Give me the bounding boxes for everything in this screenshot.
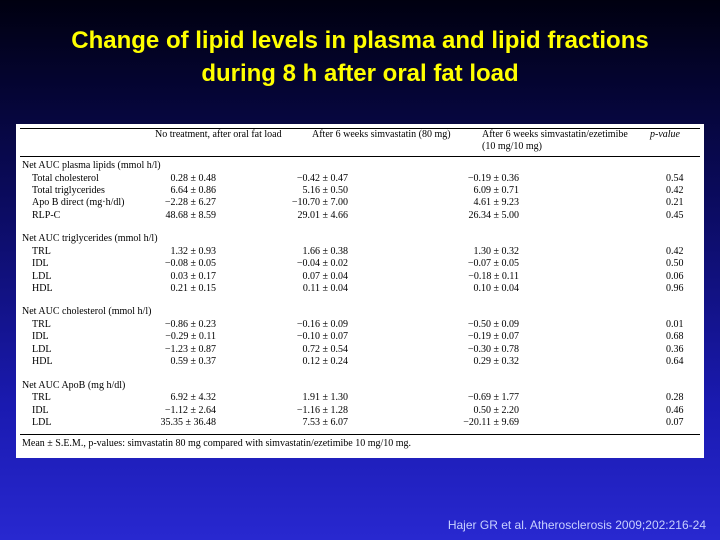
- row-label: RLP-C: [32, 209, 61, 221]
- cell: −1.12 ± 2.64: [164, 404, 216, 416]
- p-value: 0.01: [666, 319, 684, 330]
- row-label: Total cholesterol: [32, 172, 99, 184]
- cell: 1.66 ± 0.38: [302, 245, 349, 257]
- table-note: Mean ± S.E.M., p-values: simvastatin 80 …: [22, 438, 412, 450]
- column-header: After 6 weeks simvastatin/ezetimibe (10 …: [482, 129, 628, 152]
- cell: 5.16 ± 0.50: [302, 185, 349, 196]
- cell: −0.18 ± 0.11: [468, 270, 519, 282]
- cell: −2.28 ± 6.27: [164, 197, 216, 209]
- citation: Hajer GR et al. Atherosclerosis 2009;202…: [447, 518, 706, 532]
- column-header: No treatment, after oral fat load: [155, 129, 282, 140]
- cell: 0.28 ± 0.48: [170, 172, 217, 184]
- cell: −0.07 ± 0.05: [467, 258, 519, 270]
- p-value: 0.36: [666, 343, 684, 355]
- cell: 0.03 ± 0.17: [170, 270, 217, 282]
- cell: 1.30 ± 0.32: [473, 245, 520, 257]
- cell: 0.07 ± 0.04: [302, 270, 349, 282]
- cell: 7.53 ± 6.07: [302, 417, 349, 428]
- section-label: Net AUC plasma lipids (mmol h/l): [22, 160, 161, 171]
- p-value: 0.96: [666, 283, 684, 294]
- row-label: LDL: [32, 270, 52, 282]
- cell: 0.21 ± 0.15: [170, 283, 217, 294]
- cell: 0.10 ± 0.04: [473, 283, 520, 294]
- p-value: 0.50: [666, 258, 684, 270]
- cell: −0.04 ± 0.02: [296, 258, 348, 270]
- p-value: 0.45: [666, 209, 684, 221]
- cell: 1.91 ± 1.30: [302, 392, 349, 404]
- slide-title: Change of lipid levels in plasma and lip…: [71, 27, 649, 87]
- cell: 0.72 ± 0.54: [302, 343, 349, 355]
- p-value: 0.21: [666, 197, 684, 209]
- column-header: After 6 weeks simvastatin (80 mg): [312, 129, 451, 140]
- row-label: LDL: [32, 417, 52, 428]
- cell: −0.50 ± 0.09: [467, 319, 519, 330]
- cell: 1.32 ± 0.93: [170, 245, 217, 257]
- cell: −0.86 ± 0.23: [164, 319, 216, 330]
- row-label: HDL: [32, 356, 53, 368]
- row-label: LDL: [32, 343, 52, 355]
- cell: −0.30 ± 0.78: [467, 343, 519, 355]
- cell: −0.08 ± 0.05: [164, 258, 216, 270]
- section-label: Net AUC triglycerides (mmol h/l): [22, 233, 158, 245]
- p-value: 0.28: [666, 392, 684, 404]
- cell: −0.19 ± 0.07: [467, 331, 519, 343]
- p-value: 0.54: [666, 172, 684, 184]
- cell: 4.61 ± 9.23: [473, 197, 520, 209]
- cell: 48.68 ± 8.59: [165, 209, 217, 221]
- row-label: TRL: [32, 245, 51, 257]
- row-label: Total triglycerides: [32, 185, 105, 196]
- cell: −0.16 ± 0.09: [296, 319, 348, 330]
- cell: −0.19 ± 0.36: [467, 172, 519, 184]
- p-value: 0.64: [666, 356, 684, 368]
- p-value: 0.07: [666, 417, 684, 428]
- rule: [20, 156, 700, 157]
- cell: 6.64 ± 0.86: [170, 185, 217, 196]
- row-label: IDL: [32, 258, 49, 270]
- cell: 0.29 ± 0.32: [473, 356, 520, 368]
- cell: 0.50 ± 2.20: [473, 404, 520, 416]
- p-value: 0.46: [666, 404, 684, 416]
- row-label: HDL: [32, 283, 53, 294]
- cell: −1.23 ± 0.87: [164, 343, 216, 355]
- p-value: 0.06: [666, 270, 684, 282]
- cell: −10.70 ± 7.00: [291, 197, 348, 209]
- cell: 0.12 ± 0.24: [302, 356, 349, 368]
- cell: −20.11 ± 9.69: [463, 417, 519, 428]
- p-value: 0.42: [666, 185, 684, 196]
- row-label: TRL: [32, 319, 51, 330]
- cell: 35.35 ± 36.48: [160, 417, 217, 428]
- cell: −0.29 ± 0.11: [165, 331, 216, 343]
- cell: −0.10 ± 0.07: [296, 331, 348, 343]
- section-label: Net AUC cholesterol (mmol h/l): [22, 306, 152, 318]
- cell: 26.34 ± 5.00: [468, 209, 520, 221]
- row-label: IDL: [32, 331, 49, 343]
- data-table: No treatment, after oral fat load After 6…: [16, 124, 704, 458]
- row-label: IDL: [32, 404, 49, 416]
- row-label: TRL: [32, 392, 51, 404]
- rule: [20, 128, 700, 129]
- cell: −0.42 ± 0.47: [296, 172, 348, 184]
- section-label: Net AUC ApoB (mg h/dl): [22, 379, 126, 391]
- cell: 6.92 ± 4.32: [170, 392, 217, 404]
- cell: −1.16 ± 1.28: [296, 404, 348, 416]
- p-value: 0.42: [666, 245, 684, 257]
- rule: [20, 434, 700, 436]
- column-header: p-value: [650, 129, 680, 140]
- cell: 0.59 ± 0.37: [170, 356, 217, 368]
- cell: −0.69 ± 1.77: [467, 392, 519, 404]
- p-value: 0.68: [666, 331, 684, 343]
- cell: 0.11 ± 0.04: [302, 283, 348, 294]
- cell: 29.01 ± 4.66: [297, 209, 349, 221]
- row-label: Apo B direct (mg·h/dl): [32, 197, 125, 209]
- cell: 6.09 ± 0.71: [473, 185, 520, 196]
